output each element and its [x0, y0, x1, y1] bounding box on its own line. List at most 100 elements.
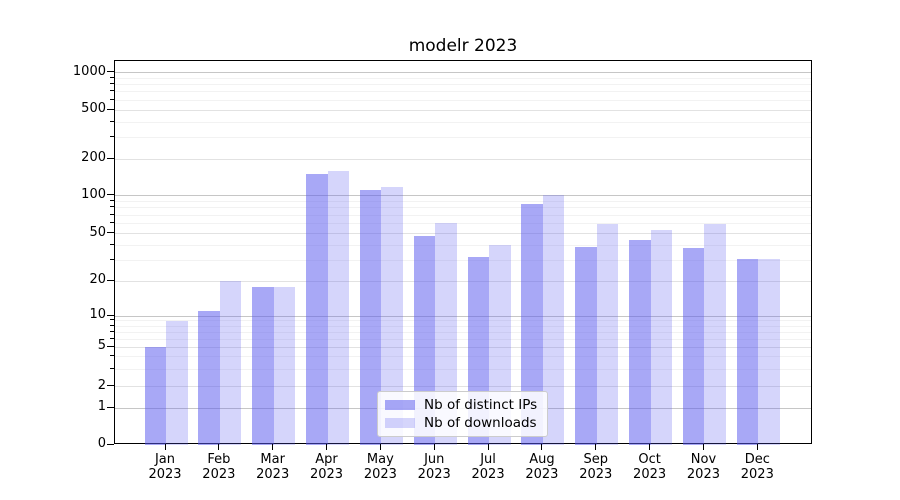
y-minor-tick-mark	[110, 324, 114, 326]
bar-apr-downloads	[327, 170, 350, 445]
y-tick-label: 5	[97, 338, 106, 354]
major-gridline	[115, 72, 811, 74]
major-gridline	[115, 158, 811, 160]
x-tick-label: Dec 2023	[740, 452, 774, 482]
y-tick-mark	[107, 71, 114, 73]
x-tick-mark	[595, 444, 597, 450]
x-tick-label: Oct 2023	[633, 452, 667, 482]
y-tick-mark	[107, 108, 114, 110]
legend-item-distinct-ips: Nb of distinct IPs	[385, 397, 540, 413]
bar-sep-ips	[575, 246, 597, 445]
legend-swatch-distinct-ips	[385, 399, 415, 410]
y-minor-tick-mark	[110, 90, 114, 92]
y-tick-mark	[107, 232, 114, 234]
legend-label-downloads: Nb of downloads	[424, 415, 537, 432]
bar-feb-downloads	[219, 281, 242, 445]
y-tick-mark	[107, 345, 114, 347]
y-tick-label: 200	[81, 150, 106, 166]
y-tick-label: 500	[81, 101, 106, 117]
bar-sep-downloads	[596, 223, 619, 445]
minor-gridline	[115, 99, 811, 101]
major-gridline	[115, 315, 811, 317]
x-tick-mark	[433, 444, 435, 450]
y-tick-mark	[107, 279, 114, 281]
x-tick-label: Jul 2023	[471, 452, 505, 482]
bar-feb-ips	[198, 311, 220, 445]
y-minor-tick-mark	[110, 337, 114, 339]
major-gridline	[115, 346, 811, 348]
x-tick-mark	[164, 444, 166, 450]
minor-gridline	[115, 223, 811, 225]
x-tick-mark	[326, 444, 328, 450]
x-tick-label: Mar 2023	[256, 452, 290, 482]
y-minor-tick-mark	[110, 83, 114, 85]
x-tick-label: May 2023	[363, 452, 397, 482]
y-tick-label: 1	[97, 399, 106, 415]
legend-label-distinct-ips: Nb of distinct IPs	[424, 396, 538, 413]
bar-oct-downloads	[650, 230, 673, 445]
x-tick-mark	[379, 444, 381, 450]
x-tick-label: Nov 2023	[686, 452, 720, 482]
chart-title: modelr 2023	[408, 36, 518, 56]
y-tick-mark	[107, 443, 114, 445]
minor-gridline	[115, 325, 811, 327]
minor-gridline	[115, 338, 811, 340]
y-tick-label: 50	[89, 224, 106, 240]
y-tick-mark	[107, 385, 114, 387]
minor-gridline	[115, 207, 811, 209]
y-minor-tick-mark	[110, 76, 114, 78]
bar-nov-downloads	[704, 223, 726, 445]
bar-may-ips	[359, 189, 382, 445]
minor-gridline	[115, 320, 811, 322]
y-tick-label: 0	[97, 436, 106, 451]
bar-apr-ips	[306, 174, 328, 445]
y-minor-tick-mark	[110, 200, 114, 201]
x-tick-mark	[218, 444, 220, 450]
y-minor-tick-mark	[110, 355, 114, 357]
bar-mar-downloads	[273, 286, 296, 445]
x-tick-mark	[541, 444, 543, 450]
y-tick-label: 100	[81, 186, 106, 202]
major-gridline	[115, 233, 811, 235]
x-tick-mark	[272, 444, 274, 450]
y-minor-tick-mark	[110, 330, 114, 332]
minor-gridline	[115, 121, 811, 123]
minor-gridline	[115, 356, 811, 358]
x-tick-label: Feb 2023	[202, 452, 236, 482]
minor-gridline	[115, 244, 811, 246]
y-tick-mark	[107, 194, 114, 196]
x-tick-mark	[756, 444, 758, 450]
bar-aug-ips	[521, 203, 543, 445]
bar-nov-ips	[682, 247, 705, 445]
y-minor-tick-mark	[110, 258, 114, 260]
y-tick-label: 1000	[72, 63, 106, 79]
minor-gridline	[115, 136, 811, 138]
minor-gridline	[115, 368, 811, 370]
y-tick-mark	[107, 406, 114, 408]
bar-oct-ips	[629, 240, 651, 445]
y-minor-tick-mark	[110, 319, 114, 321]
minor-gridline	[115, 84, 811, 86]
x-tick-mark	[702, 444, 704, 450]
bar-dec-downloads	[758, 258, 780, 445]
minor-gridline	[115, 331, 811, 333]
y-tick-label: 10	[89, 307, 106, 323]
x-tick-label: Jun 2023	[417, 452, 451, 482]
bar-jun-downloads	[435, 222, 457, 445]
y-tick-mark	[107, 157, 114, 159]
plot-area	[114, 60, 812, 445]
y-minor-tick-mark	[110, 367, 114, 369]
y-minor-tick-mark	[110, 213, 114, 215]
x-tick-mark	[649, 444, 651, 450]
y-minor-tick-mark	[110, 120, 114, 122]
x-tick-label: Apr 2023	[309, 452, 344, 482]
bar-may-downloads	[381, 186, 403, 445]
major-gridline	[115, 280, 811, 282]
y-minor-tick-mark	[110, 135, 114, 137]
bar-dec-ips	[736, 258, 759, 445]
y-minor-tick-mark	[110, 243, 114, 245]
x-tick-label: Jan 2023	[148, 452, 182, 482]
major-gridline	[115, 195, 811, 197]
bar-mar-ips	[252, 286, 274, 445]
y-minor-tick-mark	[110, 206, 114, 208]
